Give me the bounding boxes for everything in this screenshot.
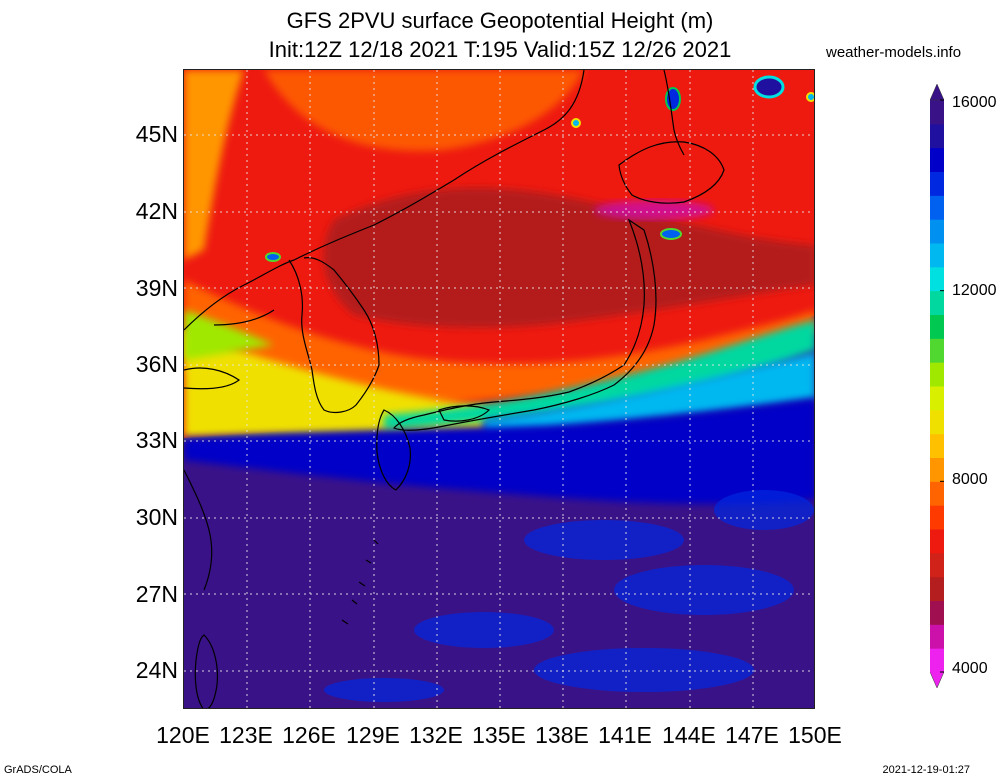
- field-isolated-highs: [265, 75, 814, 262]
- lon-label-135e: 135E: [472, 722, 526, 748]
- footer-timestamp: 2021-12-19-01:27: [882, 764, 970, 776]
- map-field: [184, 70, 814, 708]
- graticule: [184, 70, 814, 708]
- colorbar-low-arrow: [930, 671, 944, 688]
- lon-label-144e: 144E: [662, 722, 716, 748]
- field-magenta-patch: [594, 200, 714, 220]
- colorbar-swatch: [930, 338, 944, 363]
- footer-software: GrADS/COLA: [4, 764, 72, 776]
- field-lightblue-front: [484, 352, 814, 432]
- coastlines: [184, 70, 725, 708]
- field-dark-red: [323, 187, 814, 328]
- colorbar-label-8000: 8000: [952, 471, 988, 488]
- colorbar-swatch: [930, 290, 944, 315]
- lon-label-126e: 126E: [282, 722, 336, 748]
- field-yellow-band: [184, 330, 484, 438]
- lat-label-42n: 42N: [135, 198, 178, 224]
- lat-label-24n: 24N: [135, 657, 178, 683]
- colorbar-swatch: [930, 600, 944, 625]
- colorbar-swatch: [930, 457, 944, 482]
- credit-text: weather-models.info: [826, 44, 962, 61]
- lon-label-141e: 141E: [598, 722, 652, 748]
- lat-label-45n: 45N: [135, 121, 178, 147]
- colorbar-swatch: [930, 386, 944, 411]
- lon-label-132e: 132E: [409, 722, 463, 748]
- colorbar-swatch: [930, 171, 944, 196]
- colorbar-swatch: [930, 529, 944, 554]
- lat-label-30n: 30N: [135, 504, 178, 530]
- lon-label-147e: 147E: [725, 722, 779, 748]
- lat-label-33n: 33N: [135, 427, 178, 453]
- field-blue-band: [184, 398, 814, 505]
- lon-label-129e: 129E: [346, 722, 400, 748]
- field-orange-west: [184, 70, 244, 260]
- colorbar-swatch: [930, 362, 944, 387]
- colorbar-swatch: [930, 409, 944, 435]
- lat-label-39n: 39N: [135, 275, 178, 301]
- chart-subtitle: Init:12Z 12/18 2021 T:195 Valid:15Z 12/2…: [268, 37, 732, 62]
- colorbar: [930, 84, 944, 688]
- colorbar-swatch: [930, 624, 944, 649]
- colorbar-label-12000: 12000: [952, 282, 997, 299]
- colorbar-swatch: [930, 123, 944, 149]
- colorbar-swatch: [930, 505, 944, 530]
- chart-title: GFS 2PVU surface Geopotential Height (m): [286, 8, 714, 33]
- lon-label-120e: 120E: [156, 722, 210, 748]
- colorbar-swatch: [930, 243, 944, 268]
- colorbar-swatch: [930, 552, 944, 578]
- field-speckles: [324, 490, 814, 702]
- lon-label-123e: 123E: [219, 722, 273, 748]
- colorbar-swatch: [930, 576, 944, 601]
- colorbar-swatch: [930, 147, 944, 172]
- lat-label-27n: 27N: [135, 581, 178, 607]
- colorbar-swatch: [930, 219, 944, 244]
- colorbar-swatch: [930, 266, 944, 292]
- map-plot-area: [183, 69, 815, 709]
- lon-label-150e: 150E: [788, 722, 842, 748]
- field-orange-north: [264, 70, 584, 151]
- colorbar-swatch: [930, 481, 944, 506]
- field-green-patch: [184, 310, 274, 360]
- lon-label-138e: 138E: [535, 722, 589, 748]
- colorbar-high-arrow: [930, 84, 944, 101]
- colorbar-label-4000: 4000: [952, 660, 988, 677]
- colorbar-swatch: [930, 314, 944, 339]
- colorbar-swatch: [930, 433, 944, 458]
- colorbar-swatch: [930, 195, 944, 220]
- lat-label-36n: 36N: [135, 351, 178, 377]
- colorbar-swatch: [930, 100, 944, 125]
- colorbar-label-16000: 16000: [952, 94, 997, 111]
- colorbar-swatch: [930, 648, 944, 673]
